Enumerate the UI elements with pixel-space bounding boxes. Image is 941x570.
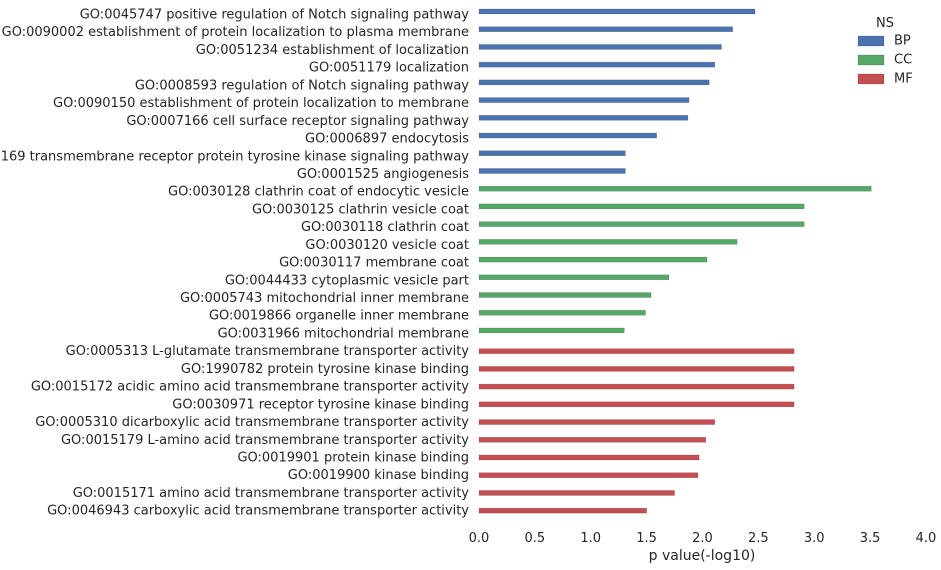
bar-bp — [478, 44, 722, 50]
category-label: GO:0001525 angiogenesis — [297, 167, 469, 182]
category-label: GO:0015179 L-amino acid transmembrane tr… — [61, 433, 469, 448]
x-tick-label: 1.0 — [580, 531, 601, 546]
bar-cc — [478, 256, 708, 263]
x-tick-label: 3.0 — [804, 531, 825, 546]
category-label: GO:0030117 membrane coat — [279, 256, 469, 271]
category-label: GO:0030128 clathrin coat of endocytic ve… — [168, 185, 469, 200]
category-label: GO:0051179 localization — [309, 61, 469, 76]
bar-mf — [478, 454, 700, 461]
bar-bp — [478, 8, 756, 15]
x-axis-ticks: 0.0 0.5 1.0 1.5 2.0 2.5 3.0 3.5 4.0 — [469, 531, 937, 546]
bar-cc — [478, 327, 625, 334]
category-label: GO:0090002 establishment of protein loca… — [2, 25, 469, 40]
x-tick-label: 4.0 — [916, 531, 937, 546]
bar-mf — [478, 401, 795, 408]
category-label: GO:0051234 establishment of localization — [196, 43, 469, 58]
category-label: GO:1990782 protein tyrosine kinase bindi… — [181, 362, 469, 377]
category-label: GO:0007166 cell surface receptor signali… — [126, 114, 469, 129]
x-tick-label: 2.0 — [692, 531, 713, 546]
category-labels: GO:0045747 positive regulation of Notch … — [0, 8, 469, 519]
bar-cc — [478, 203, 805, 210]
category-label: GO:0007169 transmembrane receptor protei… — [0, 149, 469, 164]
category-label: GO:0019901 protein kinase binding — [237, 451, 469, 466]
bar-cc — [478, 274, 670, 281]
bar-mf — [478, 348, 795, 354]
bar-bp — [478, 150, 626, 157]
category-label: GO:0005313 L-glutamate transmembrane tra… — [66, 344, 470, 359]
category-label: GO:0015171 amino acid transmembrane tran… — [73, 486, 470, 501]
category-label: GO:0046943 carboxylic acid transmembrane… — [47, 504, 469, 519]
bar-cc — [478, 309, 646, 316]
category-label: GO:0030125 clathrin vesicle coat — [252, 202, 469, 217]
category-label: GO:0090150 establishment of protein loca… — [53, 96, 469, 111]
category-label: GO:0045747 positive regulation of Notch … — [80, 8, 470, 23]
legend-swatch-bp — [857, 35, 885, 47]
bar-cc — [478, 185, 872, 192]
category-label: GO:0015172 acidic amino acid transmembra… — [31, 380, 469, 395]
bar-cc — [478, 221, 805, 227]
x-tick-label: 2.5 — [748, 531, 769, 546]
bar-bp — [478, 115, 689, 121]
bar-mf — [478, 437, 707, 443]
x-tick-label: 0.5 — [525, 531, 546, 546]
category-label: GO:0019900 kinase binding — [288, 468, 469, 483]
category-label: GO:0019866 organelle inner membrane — [209, 309, 469, 324]
category-label: GO:0006897 endocytosis — [305, 132, 469, 147]
category-label: GO:0031966 mitochondrial membrane — [218, 326, 469, 341]
category-label: GO:0008593 regulation of Notch signaling… — [135, 78, 469, 93]
legend-swatch-cc — [857, 54, 885, 66]
bar-mf — [478, 490, 675, 496]
bar-cc — [478, 292, 652, 298]
bar-bp — [478, 168, 626, 174]
x-tick-label: 0.0 — [469, 531, 490, 546]
bar-cc — [478, 239, 738, 245]
x-tick-label: 3.5 — [860, 531, 881, 546]
x-tick-label: 1.5 — [636, 531, 657, 546]
category-label: GO:0005310 dicarboxylic acid transmembra… — [35, 415, 469, 430]
category-label: GO:0005743 mitochondrial inner membrane — [180, 291, 469, 306]
legend-label-bp: BP — [894, 34, 911, 49]
bar-mf — [478, 366, 795, 372]
bar-mf — [478, 419, 716, 425]
bar-bp — [478, 97, 690, 103]
x-axis-label: p value(-log10) — [649, 548, 756, 564]
legend-label-cc: CC — [894, 53, 912, 68]
bar-bp — [478, 79, 710, 86]
category-label: GO:0030118 clathrin coat — [301, 220, 469, 235]
bar-bp — [478, 26, 733, 32]
bar-mf — [478, 472, 699, 478]
bar-mf — [478, 383, 795, 390]
bar-mf — [478, 507, 647, 514]
category-label: GO:0030120 vesicle coat — [305, 238, 469, 253]
legend-swatch-mf — [857, 73, 885, 85]
category-label: GO:0044433 cytoplasmic vesicle part — [225, 273, 469, 288]
legend-title: NS — [876, 16, 894, 31]
bar-bp — [478, 61, 716, 68]
bars — [478, 8, 872, 514]
legend-label-mf: MF — [894, 72, 913, 87]
category-label: GO:0030971 receptor tyrosine kinase bind… — [172, 397, 469, 412]
bar-bp — [478, 132, 657, 139]
